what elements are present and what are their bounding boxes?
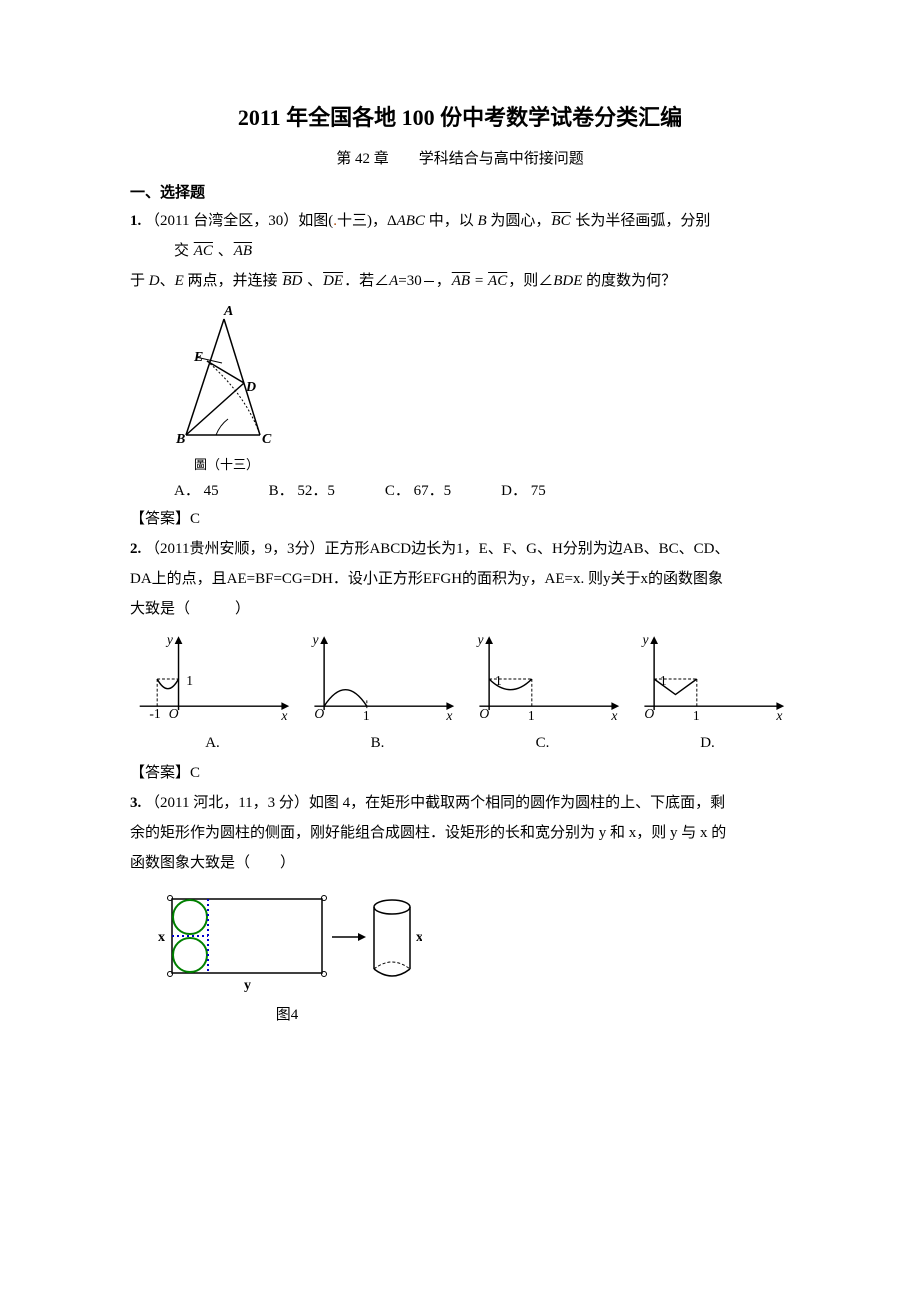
p1-num: 1. [130,213,141,229]
p1-bde: BDE [553,273,582,289]
p1-de: DE [322,273,344,289]
p1-a: A [389,273,398,289]
svg-text:1: 1 [363,708,370,723]
figure-4: x y x 图4 [152,889,790,1027]
p1-ac: AC [193,243,214,259]
p1-t3g: ， [436,273,451,289]
section-header: 一、选择题 [130,181,790,205]
svg-text:B: B [175,432,185,447]
p2-l3: 大致是（ ） [130,597,790,621]
fig4-caption: 图4 [152,1003,422,1027]
svg-text:y: y [165,632,174,647]
p1-ab2: AB [451,273,471,289]
fig13-caption: 圖（十三） [194,457,259,472]
p2-l2: DA上的点，且AE=BF=CG=DH．设小正方形EFGH的面积为y，AE=x. … [130,567,790,591]
p1-t1d: 为圆心， [487,213,551,229]
page-subtitle: 第 42 章 学科结合与高中衔接问题 [130,147,790,171]
svg-text:y: y [310,632,319,647]
p1-t3d: 、 [303,273,322,289]
p2-label-d: D. [625,731,790,755]
p2-answer: 【答案】C [130,761,790,785]
svg-text:x: x [416,930,422,945]
p1-t3b: 、 [160,273,175,289]
p1-t3h: = [471,273,487,289]
p2-chart-labels: A. B. C. D. [130,731,790,755]
p1-ab: AB [233,243,253,259]
p1-bc: BC [550,213,571,229]
p1-ac2: AC [487,273,508,289]
chart-a: y x O 1 -1 [130,629,295,729]
svg-text:x: x [158,930,165,945]
svg-text:y: y [475,632,484,647]
p3-l2: 余的矩形作为圆柱的侧面，刚好能组合成圆柱．设矩形的长和宽分别为 y 和 x，则 … [130,821,790,845]
svg-text:x: x [445,708,452,723]
p1-t3j: 的度数为何？ [582,273,676,289]
p1-abc: ABC [397,213,425,229]
svg-text:C: C [262,432,272,447]
svg-text:-1: -1 [149,706,160,721]
svg-text:x: x [280,708,287,723]
chart-b: y x O 1 [295,629,460,729]
svg-text:A: A [223,304,233,319]
p1-t2a: 交 [174,243,193,259]
problem-2: 2. （2011贵州安顺，9，3分）正方形ABCD边长为1，E、F、G、H分别为… [130,537,790,561]
svg-text:x: x [775,708,782,723]
svg-text:y: y [640,632,649,647]
p1-t3a: 于 [130,273,149,289]
p1-opt-a: A． 45 [174,479,219,503]
p3-l3: 函数图象大致是（ ） [130,851,790,875]
p2-charts: y x O 1 -1 y x O 1 y x O 1 1 [130,629,790,729]
p1-t2b: 、 [214,243,233,259]
p1-opt-d: D． 75 [501,479,546,503]
p1-t3f: =30 [398,273,421,289]
chart-c: y x O 1 1 [460,629,625,729]
problem-1-line2: 交 AC 、AB [174,239,790,263]
svg-text:y: y [244,978,251,993]
problem-3: 3. （2011 河北，11，3 分）如图 4，在矩形中截取两个相同的圆作为圆柱… [130,791,790,815]
p1-d: D [149,273,160,289]
p2-num: 2. [130,541,141,557]
p2-label-c: C. [460,731,625,755]
problem-1: 1. （2011 台湾全区，30）如图(.十三)，ΔABC 中，以 B 为圆心，… [130,209,790,233]
svg-text:1: 1 [528,708,535,723]
p3-num: 3. [130,795,141,811]
chart-d: y x O 1 1 [625,629,790,729]
p1-b: B [477,213,486,229]
svg-text:O: O [644,706,654,721]
page-title: 2011 年全国各地 100 份中考数学试卷分类汇编 [130,100,790,135]
p1-e: E [175,273,184,289]
p2-l1: （2011贵州安顺，9，3分）正方形ABCD边长为1，E、F、G、H分别为边AB… [145,541,729,557]
p3-l1: （2011 河北，11，3 分）如图 4，在矩形中截取两个相同的圆作为圆柱的上、… [145,795,725,811]
problem-1-line3: 于 D、E 两点，并连接 BD 、DE．若∠A=30，AB = AC，则∠BDE… [130,269,790,293]
svg-text:1: 1 [693,708,700,723]
svg-text:O: O [169,706,179,721]
p1-options: A． 45 B． 52．5 C． 67．5 D． 75 [174,479,790,503]
svg-text:O: O [479,706,489,721]
p2-label-a: A. [130,731,295,755]
p1-opt-b: B． 52．5 [269,479,335,503]
svg-text:O: O [314,706,324,721]
p2-label-b: B. [295,731,460,755]
p1-t1: （2011 台湾全区，30）如图( [145,213,333,229]
p1-bd: BD [281,273,303,289]
p1-t3e: ．若∠ [344,273,389,289]
blank-icon [424,281,434,282]
p1-t1c: 中，以 [425,213,478,229]
p1-t3i: ，则∠ [508,273,553,289]
p1-t1e: 长为半径画弧，分别 [572,213,711,229]
svg-text:1: 1 [186,673,193,688]
p1-t1b: 十三)，Δ [337,213,397,229]
svg-text:x: x [610,708,617,723]
p1-opt-c: C． 67．5 [385,479,451,503]
figure-13: A B C D E 圖（十三） [174,303,790,473]
p1-answer: 【答案】C [130,507,790,531]
p1-t3c: 两点，并连接 [184,273,282,289]
